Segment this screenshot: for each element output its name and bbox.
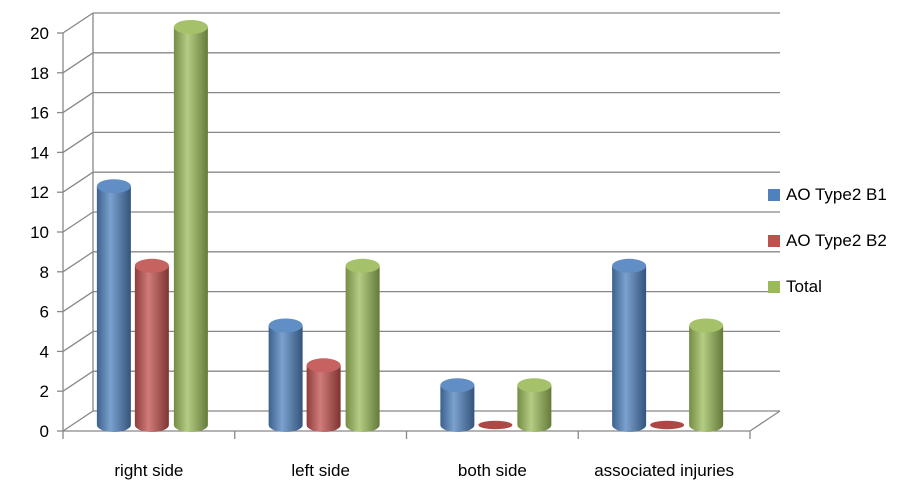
bar-body bbox=[612, 265, 647, 432]
grid bbox=[62, 12, 781, 432]
legend-item: Total bbox=[768, 264, 918, 310]
bar-base bbox=[650, 420, 685, 430]
bar-body bbox=[268, 325, 303, 432]
gridline-side bbox=[62, 291, 94, 313]
legend-item: AO Type2 B2 bbox=[768, 218, 918, 264]
bar bbox=[650, 420, 685, 430]
bar-body bbox=[440, 385, 475, 432]
y-tick-label: 18 bbox=[30, 64, 49, 83]
bar-top bbox=[268, 318, 303, 333]
y-tick-label: 0 bbox=[40, 422, 49, 441]
bar-body bbox=[306, 365, 341, 432]
bar-top bbox=[306, 358, 341, 373]
bar-body bbox=[345, 265, 380, 432]
axes bbox=[57, 13, 751, 439]
bar-body bbox=[173, 27, 208, 432]
x-axis-ticks: right side left side both side associated i… bbox=[114, 461, 734, 480]
y-tick-label: 14 bbox=[30, 143, 49, 162]
y-tick-label: 10 bbox=[30, 223, 49, 242]
bar-top bbox=[173, 20, 208, 34]
gridline-side bbox=[62, 330, 94, 352]
bar-body bbox=[134, 265, 169, 432]
gridline-side bbox=[62, 92, 94, 114]
bar bbox=[268, 318, 303, 432]
bar bbox=[478, 420, 513, 430]
gridline-side bbox=[62, 12, 94, 34]
bar-top bbox=[345, 258, 380, 273]
bar bbox=[689, 318, 724, 432]
bar-base bbox=[478, 420, 513, 430]
bar bbox=[306, 358, 341, 432]
gridline-side bbox=[62, 52, 94, 74]
x-tick-label: left side bbox=[291, 461, 350, 480]
bar bbox=[134, 258, 169, 432]
gridline-side bbox=[62, 251, 94, 273]
bar-top bbox=[134, 258, 169, 273]
x-tick-label: right side bbox=[114, 461, 183, 480]
legend: AO Type2 B1 AO Type2 B2 Total bbox=[768, 172, 918, 310]
bar-body bbox=[689, 325, 724, 432]
y-tick-label: 2 bbox=[40, 382, 49, 401]
y-tick-label: 20 bbox=[30, 24, 49, 43]
bars bbox=[96, 20, 724, 432]
x-tick-label: both side bbox=[458, 461, 527, 480]
legend-label: AO Type2 B2 bbox=[786, 231, 887, 250]
x-tick-label: associated injuries bbox=[594, 461, 734, 480]
gridline-side bbox=[62, 211, 94, 233]
legend-swatch bbox=[768, 189, 780, 201]
bar-top bbox=[440, 378, 475, 393]
y-tick-label: 12 bbox=[30, 183, 49, 202]
y-axis-ticks: 0 2 4 6 8 10 12 14 16 18 20 bbox=[30, 24, 49, 441]
gridline-side bbox=[62, 370, 94, 392]
legend-item: AO Type2 B1 bbox=[768, 172, 918, 218]
legend-swatch bbox=[768, 281, 780, 293]
y-tick-label: 8 bbox=[40, 263, 49, 282]
y-tick-label: 6 bbox=[40, 303, 49, 322]
y-tick-label: 16 bbox=[30, 104, 49, 123]
bar-top bbox=[96, 179, 131, 194]
bar-body bbox=[96, 186, 131, 432]
bar bbox=[440, 378, 475, 432]
bar-top bbox=[517, 378, 552, 393]
gridline-side bbox=[62, 410, 94, 432]
bar-body bbox=[517, 385, 552, 432]
bar bbox=[173, 20, 208, 432]
legend-label: Total bbox=[786, 277, 822, 296]
bar bbox=[96, 179, 131, 432]
bar bbox=[345, 258, 380, 432]
bar-top bbox=[689, 318, 724, 333]
bar bbox=[517, 378, 552, 432]
bar-top bbox=[612, 258, 647, 273]
legend-label: AO Type2 B1 bbox=[786, 185, 887, 204]
legend-swatch bbox=[768, 235, 780, 247]
gridline-side bbox=[62, 131, 94, 153]
y-tick-label: 4 bbox=[40, 342, 49, 361]
bar bbox=[612, 258, 647, 432]
gridline-side bbox=[62, 171, 94, 193]
